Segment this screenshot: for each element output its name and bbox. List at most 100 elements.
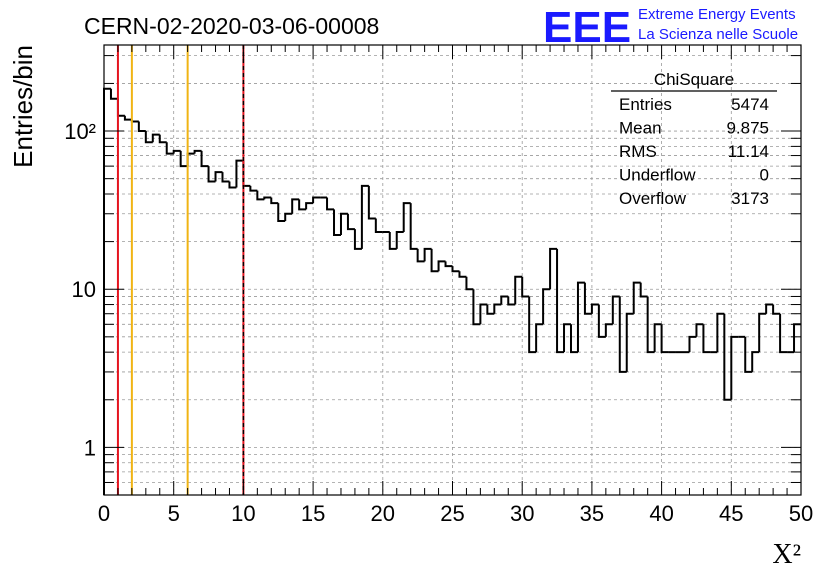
stats-value: 0 [760, 166, 769, 185]
histogram-bin [151, 133, 160, 143]
histogram-bin [179, 150, 188, 168]
histogram-bin [660, 324, 669, 354]
threshold-markers [116, 45, 245, 495]
histogram-bin [528, 296, 537, 354]
histogram-bin [521, 276, 530, 298]
histogram-bin [416, 248, 425, 263]
x-tick-label: 25 [440, 501, 464, 526]
histogram-bin [730, 335, 739, 400]
histogram-bin [193, 149, 202, 154]
histogram-bin [576, 281, 585, 353]
histogram-bin [430, 248, 439, 273]
histogram-bin [388, 232, 397, 250]
histogram-bin [486, 304, 495, 315]
histogram-bin [437, 260, 446, 272]
histogram-bin [765, 303, 774, 314]
x-tick-label: 40 [649, 501, 673, 526]
histogram-bin [123, 115, 132, 121]
histogram-bin [751, 351, 760, 372]
histogram-bin [228, 181, 237, 189]
stats-label: Mean [619, 119, 662, 138]
histogram-bin [479, 303, 488, 325]
histogram-bin [291, 198, 300, 214]
histogram-bin [716, 312, 725, 353]
histogram-bin [625, 312, 634, 372]
histogram-bin [569, 324, 578, 354]
plot-frame [103, 44, 802, 496]
histogram-bin [744, 336, 753, 373]
histogram-bin [284, 212, 293, 221]
logo-mark: EEE [543, 3, 631, 52]
x-tick-label: 10 [231, 501, 255, 526]
stats-label: Underflow [619, 166, 696, 185]
histogram-bin [611, 295, 620, 325]
stats-value: 5474 [731, 95, 769, 114]
histogram-bin [367, 185, 376, 220]
histogram-bin [514, 275, 523, 305]
histogram-bin [339, 212, 348, 236]
histogram-bin [165, 142, 174, 155]
histogram-bin [618, 296, 627, 373]
histogram-bin [604, 323, 613, 337]
histogram-bin [109, 88, 118, 100]
histogram-bin [374, 218, 383, 234]
histogram-bin [423, 247, 432, 262]
histogram-bin [207, 166, 216, 183]
histogram-bin [451, 266, 460, 273]
y-tick-label: 10 [72, 277, 96, 302]
histogram-bin [723, 313, 732, 401]
histogram-bin [556, 248, 565, 354]
stats-box: ChiSquare Entries 5474 Mean 9.875 RMS 11.14 Un… [611, 70, 777, 208]
x-tick-label: 45 [719, 501, 743, 526]
histogram-bin [549, 247, 558, 290]
x-tick-label: 35 [580, 501, 604, 526]
x-tick-label: 20 [371, 501, 395, 526]
histogram-bin [221, 172, 230, 183]
histogram-bin [172, 149, 181, 154]
histogram-bin [249, 185, 258, 192]
histogram-bin [312, 196, 321, 204]
histogram-bin [263, 196, 272, 200]
histogram-bin [653, 323, 662, 353]
histogram-bin [144, 131, 153, 144]
stats-label: Entries [619, 95, 672, 114]
histogram-bin [646, 296, 655, 354]
histogram-bin [402, 202, 411, 233]
histogram-bin [256, 190, 265, 201]
chart-title: CERN-02-2020-03-06-00008 [84, 13, 379, 39]
histogram-bin [137, 121, 146, 133]
eee-logo: EEE Extreme Energy Events La Scienza nel… [543, 3, 798, 52]
histogram-bin [639, 282, 648, 298]
stats-label: RMS [619, 142, 657, 161]
histogram-bin [326, 197, 335, 211]
stats-value: 3173 [731, 189, 769, 208]
histogram-bin [500, 295, 509, 305]
histogram-bin [270, 197, 279, 205]
histogram-bin [298, 199, 307, 211]
histogram-bin [695, 323, 704, 337]
histogram-bin [158, 134, 167, 144]
histogram-bin [235, 159, 244, 188]
histogram-bin [277, 203, 286, 222]
histogram-bin [702, 324, 711, 354]
x-tick-label: 50 [789, 501, 813, 526]
histogram-bin [688, 335, 697, 353]
histogram-bin [458, 271, 467, 278]
histogram-bin [632, 281, 641, 314]
histogram-bin [465, 276, 474, 291]
y-axis-label: Entries/bin [8, 45, 38, 168]
histogram-bin [772, 304, 781, 315]
histogram-bin [444, 261, 453, 268]
histogram-bin [542, 288, 551, 325]
histogram-bin [395, 231, 404, 249]
histogram-bin [583, 282, 592, 315]
histogram-bin [333, 209, 341, 237]
histogram-bin [779, 313, 788, 354]
histogram-bin [200, 150, 209, 168]
stats-value: 9.875 [726, 119, 769, 138]
histogram-bin [597, 304, 606, 338]
x-tick-label: 15 [301, 501, 325, 526]
x-axis-label: X² [772, 539, 801, 570]
histogram-bin [409, 203, 418, 250]
histogram-bin [214, 171, 223, 182]
